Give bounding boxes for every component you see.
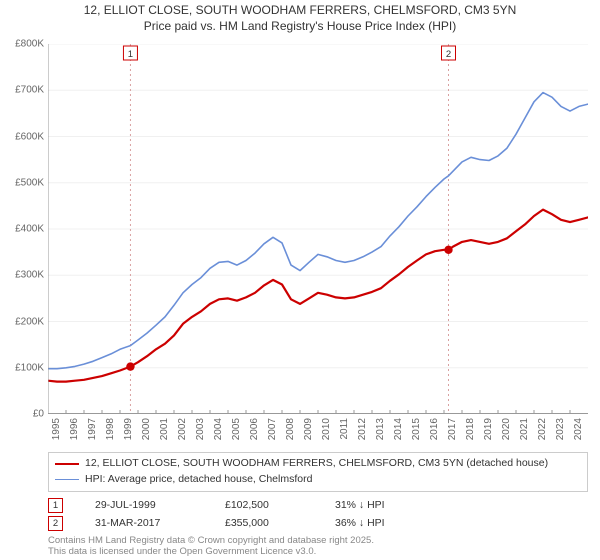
- chart-svg: 12: [48, 44, 588, 414]
- y-tick-label: £400K: [15, 224, 44, 235]
- x-tick-label: 2010: [321, 418, 332, 440]
- marker-row: 1 29-JUL-1999£102,50031% ↓ HPI: [48, 496, 588, 514]
- x-tick-label: 2022: [537, 418, 548, 440]
- x-tick-label: 2015: [411, 418, 422, 440]
- x-tick-label: 1997: [87, 418, 98, 440]
- x-tick-label: 2024: [573, 418, 584, 440]
- legend: 12, ELLIOT CLOSE, SOUTH WOODHAM FERRERS,…: [48, 452, 588, 492]
- marker-table: 1 29-JUL-1999£102,50031% ↓ HPI 2 31-MAR-201…: [48, 496, 588, 532]
- chart-title-line2: Price paid vs. HM Land Registry's House …: [0, 18, 600, 34]
- x-tick-label: 2002: [177, 418, 188, 440]
- x-tick-label: 1999: [123, 418, 134, 440]
- x-tick-label: 2017: [447, 418, 458, 440]
- y-tick-label: £200K: [15, 316, 44, 327]
- x-tick-label: 2018: [465, 418, 476, 440]
- marker-delta: 36% ↓ HPI: [335, 517, 445, 529]
- marker-id-box: 1: [48, 498, 63, 513]
- x-tick-label: 2009: [303, 418, 314, 440]
- y-tick-label: £600K: [15, 131, 44, 142]
- x-tick-label: 2013: [375, 418, 386, 440]
- marker-delta: 31% ↓ HPI: [335, 499, 445, 511]
- svg-text:1: 1: [128, 49, 133, 60]
- y-axis: £0£100K£200K£300K£400K£500K£600K£700K£80…: [0, 44, 48, 414]
- x-tick-label: 2023: [555, 418, 566, 440]
- x-tick-label: 2014: [393, 418, 404, 440]
- marker-row: 2 31-MAR-2017£355,00036% ↓ HPI: [48, 514, 588, 532]
- chart-plot-area: 12: [48, 44, 588, 414]
- y-tick-label: £700K: [15, 85, 44, 96]
- legend-swatch: [55, 463, 79, 465]
- x-tick-label: 2021: [519, 418, 530, 440]
- footer-line2: This data is licensed under the Open Gov…: [48, 547, 374, 558]
- y-tick-label: £0: [33, 409, 44, 420]
- x-tick-label: 2005: [231, 418, 242, 440]
- x-tick-label: 2011: [339, 418, 350, 440]
- x-tick-label: 2020: [501, 418, 512, 440]
- x-tick-label: 2001: [159, 418, 170, 440]
- x-tick-label: 1996: [69, 418, 80, 440]
- x-tick-label: 1998: [105, 418, 116, 440]
- x-tick-label: 2006: [249, 418, 260, 440]
- marker-id-box: 2: [48, 516, 63, 531]
- x-axis: 1995 1996 1997 1998 1999 2000 2001 2002 2003 2004…: [48, 416, 588, 454]
- x-tick-label: 2004: [213, 418, 224, 440]
- legend-label: 12, ELLIOT CLOSE, SOUTH WOODHAM FERRERS,…: [85, 456, 548, 472]
- legend-item: HPI: Average price, detached house, Chel…: [55, 472, 581, 488]
- x-tick-label: 2000: [141, 418, 152, 440]
- x-tick-label: 2007: [267, 418, 278, 440]
- marker-price: £355,000: [225, 517, 335, 529]
- marker-date: 29-JUL-1999: [95, 499, 225, 511]
- legend-swatch: [55, 479, 79, 480]
- x-tick-label: 2016: [429, 418, 440, 440]
- y-tick-label: £800K: [15, 39, 44, 50]
- marker-price: £102,500: [225, 499, 335, 511]
- x-tick-label: 2003: [195, 418, 206, 440]
- legend-label: HPI: Average price, detached house, Chel…: [85, 472, 312, 488]
- marker-date: 31-MAR-2017: [95, 517, 225, 529]
- legend-item: 12, ELLIOT CLOSE, SOUTH WOODHAM FERRERS,…: [55, 456, 581, 472]
- x-tick-label: 2012: [357, 418, 368, 440]
- svg-text:2: 2: [446, 49, 451, 60]
- x-tick-label: 2008: [285, 418, 296, 440]
- y-tick-label: £100K: [15, 362, 44, 373]
- y-tick-label: £300K: [15, 270, 44, 281]
- x-tick-label: 2019: [483, 418, 494, 440]
- y-tick-label: £500K: [15, 177, 44, 188]
- x-tick-label: 1995: [51, 418, 62, 440]
- chart-title-line1: 12, ELLIOT CLOSE, SOUTH WOODHAM FERRERS,…: [0, 2, 600, 18]
